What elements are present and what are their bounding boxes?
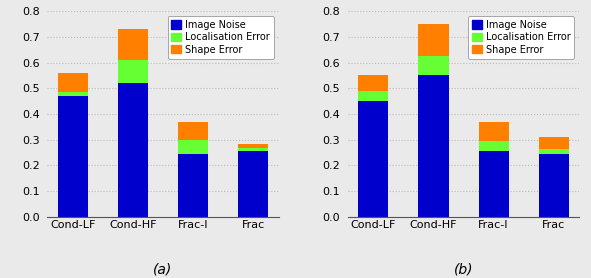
Bar — [118, 83, 148, 217]
Bar — [538, 154, 569, 217]
Bar — [418, 56, 449, 75]
Bar — [178, 154, 208, 217]
Text: (b): (b) — [454, 262, 473, 276]
Bar — [479, 151, 509, 217]
Bar — [538, 137, 569, 149]
Bar — [418, 24, 449, 56]
Bar — [358, 91, 388, 101]
Bar — [358, 75, 388, 91]
Bar — [58, 96, 88, 217]
Bar — [118, 60, 148, 83]
Bar — [479, 122, 509, 141]
Legend: Image Noise, Localisation Error, Shape Error: Image Noise, Localisation Error, Shape E… — [167, 16, 274, 59]
Bar — [238, 143, 268, 148]
Bar — [178, 122, 208, 140]
Bar — [118, 29, 148, 60]
Bar — [178, 140, 208, 154]
Bar — [538, 149, 569, 154]
Bar — [418, 75, 449, 217]
Bar — [238, 148, 268, 151]
Bar — [479, 141, 509, 151]
Bar — [358, 101, 388, 217]
Bar — [238, 151, 268, 217]
Bar — [58, 73, 88, 92]
Text: (a): (a) — [153, 262, 173, 276]
Bar — [58, 92, 88, 96]
Legend: Image Noise, Localisation Error, Shape Error: Image Noise, Localisation Error, Shape E… — [468, 16, 574, 59]
